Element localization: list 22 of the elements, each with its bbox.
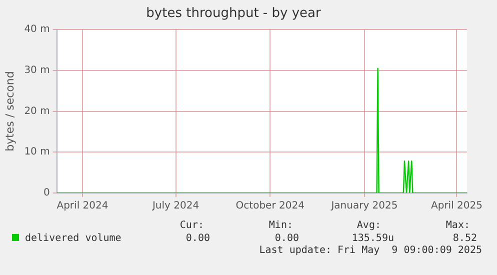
chart-title: bytes throughput - by year xyxy=(146,6,322,22)
text: 135.59u xyxy=(352,233,394,244)
x-tick-label: April 2024 xyxy=(56,200,108,212)
y-tick-label: 30 m xyxy=(24,65,50,76)
x-tick-label: January 2025 xyxy=(330,200,398,212)
text: 0.00 xyxy=(274,233,299,244)
text: Min: xyxy=(268,220,293,231)
legend-label: delivered volume xyxy=(24,233,122,244)
y-axis-title: bytes / second xyxy=(3,71,16,152)
text: 8.52 xyxy=(452,233,477,244)
text: Last update: Fri May 9 09:00:09 2025 xyxy=(259,245,482,256)
y-tick-label: 10 m xyxy=(24,146,50,158)
text: Cur: xyxy=(180,220,204,231)
text: Avg: xyxy=(356,220,381,231)
text: 0.00 xyxy=(186,233,210,244)
y-tick-label: 20 m xyxy=(24,106,50,117)
y-tick-label: 40 m xyxy=(24,24,50,36)
x-tick-label: April 2025 xyxy=(431,200,482,212)
x-tick-label: October 2024 xyxy=(236,200,304,212)
x-tick-label: July 2024 xyxy=(151,200,200,212)
y-tick-label: 0 xyxy=(43,188,50,199)
text: Max: xyxy=(446,220,470,231)
